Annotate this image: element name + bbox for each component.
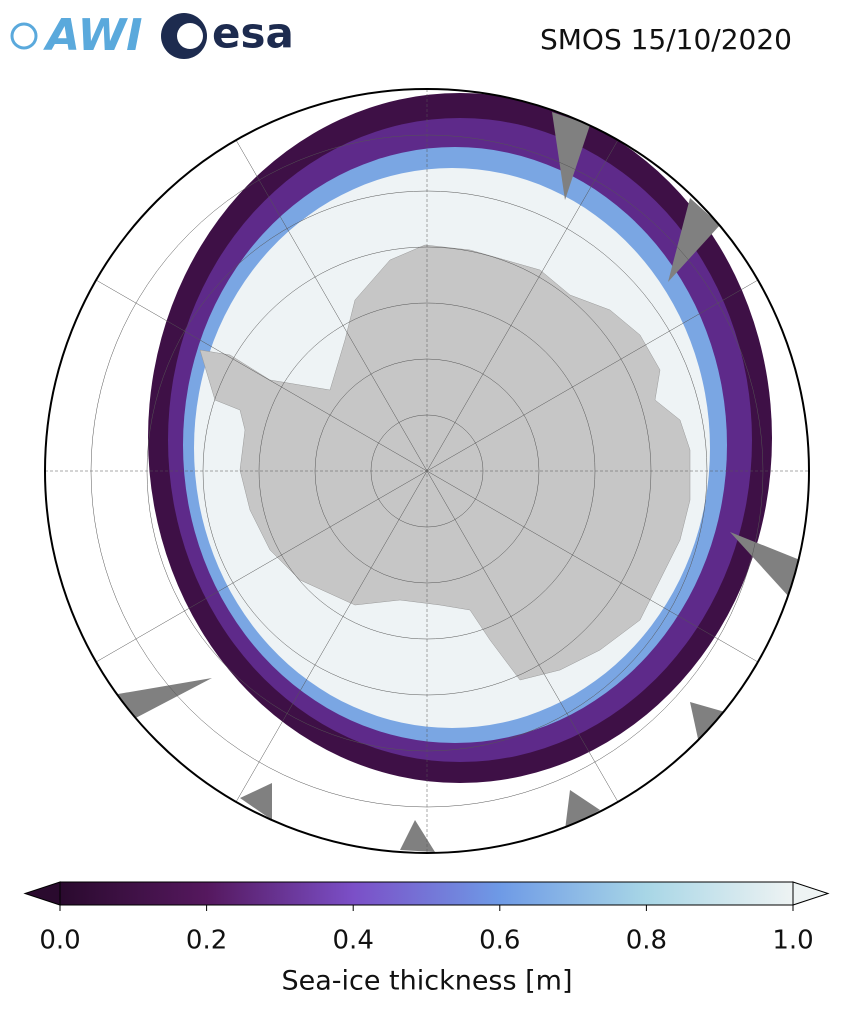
antarctica (199, 244, 691, 681)
colorbar-extend-low (23, 881, 61, 906)
esa-logo: esa (161, 9, 294, 59)
graticule (45, 89, 809, 853)
map-title: SMOS 15/10/2020 (540, 23, 792, 56)
colorbar-tick-label: 0.0 (39, 926, 80, 956)
colorbar-tick-label: 0.8 (626, 926, 667, 956)
missing-data (118, 112, 800, 852)
colorbar: Sea-ice thickness [m] 0.0 0.2 0.4 0.6 0.8 1.0 (23, 881, 830, 997)
colorbar-tick-label: 0.2 (186, 926, 227, 956)
esa-text: esa (212, 9, 294, 58)
awi-text: AWI (43, 10, 143, 61)
colorbar-tick-label: 0.4 (333, 926, 374, 956)
colorbar-extend-high (792, 881, 830, 906)
awi-logo: AWI (10, 10, 143, 61)
map-border (44, 88, 810, 854)
colorbar-label: Sea-ice thickness [m] (281, 966, 572, 997)
colorbar-tick-label: 0.6 (479, 926, 520, 956)
colorbar-body (59, 881, 794, 906)
colorbar-tick-label: 1.0 (772, 926, 813, 956)
map (45, 89, 809, 853)
